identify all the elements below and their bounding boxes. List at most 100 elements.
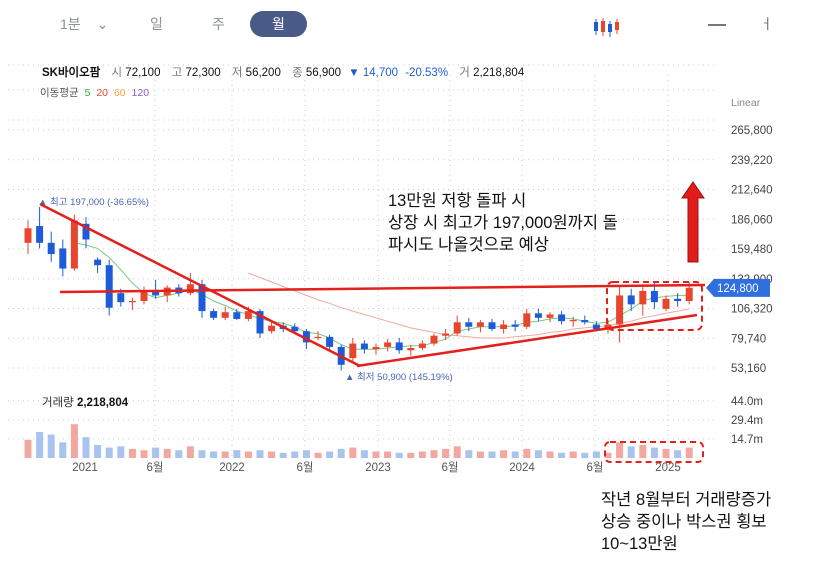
candle bbox=[662, 295, 670, 312]
candle-body bbox=[650, 290, 658, 303]
y-tick-label: 159,480 bbox=[731, 244, 773, 256]
tab-1min[interactable]: 1분 ⌄ bbox=[60, 16, 109, 32]
candle bbox=[534, 308, 542, 322]
candle-body bbox=[105, 265, 113, 308]
volume-bar bbox=[47, 434, 55, 458]
stock-info-line: SK바이오팜 시 72,100 고 72,300 저 56,200 종 56,9… bbox=[42, 64, 524, 80]
x-tick-label: 6월 bbox=[297, 461, 314, 474]
candle bbox=[639, 284, 647, 316]
up-arrow-icon bbox=[681, 181, 705, 263]
candle bbox=[152, 279, 160, 299]
annotation-upper-line-3: 파시도 나올것으로 예상 bbox=[388, 236, 549, 254]
volume-bar bbox=[268, 451, 276, 458]
annotation-lower-line-3: 10~13만원 bbox=[601, 535, 678, 553]
annotation-lower-line-1: 작년 8월부터 거래량증가 bbox=[601, 491, 772, 509]
candle-body bbox=[581, 320, 589, 323]
candle bbox=[47, 231, 55, 262]
ma-120: 120 bbox=[131, 87, 150, 99]
candle-body bbox=[360, 343, 368, 350]
candlestick-icon[interactable] bbox=[592, 16, 620, 38]
ma20-line bbox=[248, 272, 690, 339]
candle bbox=[314, 331, 322, 341]
user-drawings bbox=[39, 181, 706, 463]
minimize-icon[interactable] bbox=[708, 24, 726, 26]
candle bbox=[372, 343, 380, 355]
ma-5: 5 bbox=[84, 87, 91, 99]
scale-mode-label[interactable]: Linear bbox=[731, 97, 761, 109]
volume-bar bbox=[256, 450, 264, 458]
volume-bar bbox=[662, 448, 670, 458]
candle bbox=[233, 308, 241, 321]
volume-bar bbox=[210, 451, 218, 458]
volume-bar bbox=[546, 451, 554, 458]
change-value: ▼ 14,700 bbox=[348, 67, 399, 79]
tab-week[interactable]: 주 bbox=[212, 16, 225, 32]
current-price-label: 124,800 bbox=[717, 283, 759, 295]
expand-icon[interactable]: ㅓ bbox=[760, 16, 773, 32]
volume-bar bbox=[302, 450, 310, 458]
candle-body bbox=[268, 325, 276, 332]
volume-bar bbox=[70, 424, 78, 458]
candle-body bbox=[395, 342, 403, 351]
low-value: 56,200 bbox=[245, 67, 281, 79]
candle-body bbox=[442, 333, 450, 336]
candle bbox=[558, 311, 566, 325]
candle bbox=[268, 321, 276, 334]
y-tick-label: 239,220 bbox=[731, 155, 773, 167]
candle bbox=[59, 239, 67, 277]
candle bbox=[395, 337, 403, 354]
open-label: 시 bbox=[111, 67, 123, 79]
tab-month[interactable]: 월 bbox=[250, 11, 307, 37]
chevron-down-icon[interactable]: ⌄ bbox=[96, 16, 109, 32]
volume-bar bbox=[650, 447, 658, 458]
candle-body bbox=[604, 324, 612, 330]
volume-bar bbox=[592, 451, 600, 458]
y-axis-labels: 265,800239,220212,640186,060159,480132,9… bbox=[731, 125, 773, 375]
stock-name: SK바이오팜 bbox=[42, 67, 101, 79]
volume-bar bbox=[465, 450, 473, 458]
x-tick-label: 2024 bbox=[509, 462, 535, 474]
candle-body bbox=[221, 312, 229, 318]
volume-bar bbox=[384, 451, 392, 458]
candle bbox=[453, 315, 461, 336]
volume-bar bbox=[244, 451, 252, 458]
volume-bar bbox=[488, 451, 496, 458]
candle bbox=[360, 340, 368, 354]
volume-bar bbox=[59, 442, 67, 458]
candle-body bbox=[59, 248, 67, 269]
resistance-line bbox=[59, 283, 706, 294]
volume-bar bbox=[360, 450, 368, 458]
x-tick-label: 6월 bbox=[587, 461, 604, 474]
candle-body bbox=[152, 290, 160, 296]
y-tick-label: 186,060 bbox=[731, 214, 773, 226]
candle-body bbox=[627, 295, 635, 305]
candle-body bbox=[302, 331, 310, 343]
ma-20: 20 bbox=[96, 87, 109, 99]
x-tick-label: 6월 bbox=[147, 461, 164, 474]
volume-bar bbox=[221, 451, 229, 458]
y-tick-label: 265,800 bbox=[731, 125, 773, 137]
current-price-badge: 124,800 bbox=[706, 278, 770, 297]
candle-body bbox=[523, 313, 531, 327]
candle-body bbox=[465, 322, 473, 327]
candle bbox=[221, 306, 229, 321]
candle bbox=[256, 308, 264, 338]
volume-bar bbox=[453, 446, 461, 458]
y-tick-label: 79,740 bbox=[731, 333, 766, 345]
volume-panel-value: 2,218,804 bbox=[76, 397, 129, 409]
candle-body bbox=[546, 314, 554, 318]
candle-body bbox=[488, 322, 496, 330]
candle bbox=[407, 344, 415, 356]
high-label: 고 bbox=[171, 67, 183, 79]
volume-tick-label: 44.0m bbox=[731, 396, 763, 408]
tab-day[interactable]: 일 bbox=[150, 16, 163, 32]
candle bbox=[384, 339, 392, 352]
volume-bar bbox=[430, 450, 438, 458]
candle-body bbox=[198, 284, 206, 312]
open-value: 72,100 bbox=[125, 67, 161, 79]
annotation-lower-line-2: 상승 중이나 박스권 횡보 bbox=[601, 513, 767, 531]
candle-body bbox=[476, 322, 484, 327]
candle-body bbox=[616, 295, 624, 325]
current-price-badge-bg bbox=[706, 278, 770, 297]
